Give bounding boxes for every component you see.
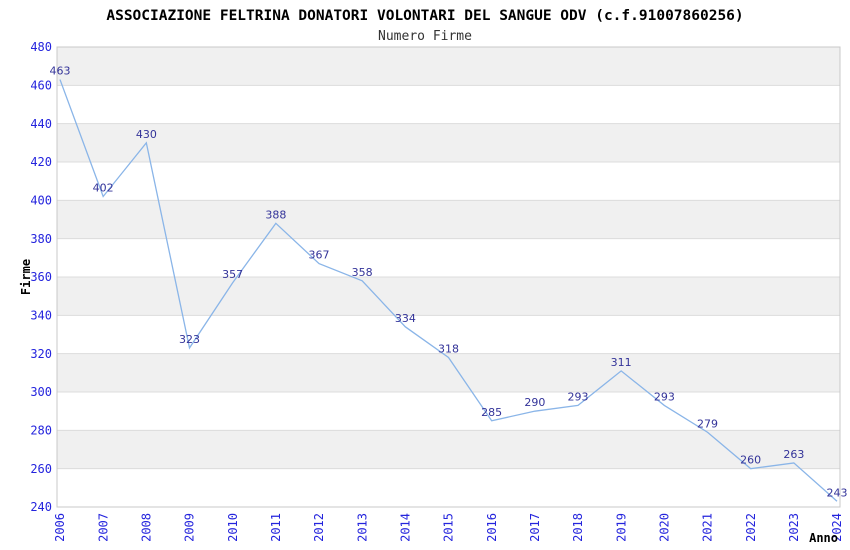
y-tick-label: 300 — [30, 385, 52, 399]
plot-area: 240 260 280 300 320 340 360 380 400 420 440 460 480 2… — [30, 40, 847, 542]
data-point-label: 263 — [783, 448, 804, 461]
data-point-label: 293 — [654, 390, 675, 403]
x-tick-label: 2008 — [140, 513, 154, 542]
data-point-label: 357 — [222, 268, 243, 281]
y-tick-label: 280 — [30, 424, 52, 438]
x-tick-label: 2021 — [701, 513, 715, 542]
x-tick-label: 2014 — [399, 513, 413, 542]
y-tick-label: 480 — [30, 40, 52, 54]
data-point-label: 388 — [265, 208, 286, 221]
plot-band — [57, 162, 840, 201]
data-point-label: 243 — [827, 486, 848, 499]
plot-band — [57, 468, 840, 507]
data-point-label: 318 — [438, 343, 459, 356]
chart-title: ASSOCIAZIONE FELTRINA DONATORI VOLONTARI… — [106, 8, 743, 24]
data-point-label: 290 — [524, 396, 545, 409]
y-tick-label: 320 — [30, 347, 52, 361]
data-point-label: 311 — [611, 356, 632, 369]
plot-band — [57, 353, 840, 392]
x-tick-label: 2006 — [53, 513, 67, 542]
x-tick-label: 2023 — [787, 513, 801, 542]
plot-border — [56, 46, 841, 508]
y-axis-title: Firme — [19, 259, 33, 295]
plot-band — [57, 47, 840, 86]
plot-band — [57, 200, 840, 239]
y-tick-label: 440 — [30, 117, 52, 131]
x-tick-label: 2012 — [312, 513, 326, 542]
x-tick-label: 2022 — [744, 513, 758, 542]
y-tick-label: 260 — [30, 462, 52, 476]
y-tick-label: 460 — [30, 79, 52, 93]
x-tick-label: 2009 — [183, 513, 197, 542]
y-tick-label: 340 — [30, 309, 52, 323]
plot-band — [57, 238, 840, 277]
y-tick-label: 360 — [30, 270, 52, 284]
data-point-label: 367 — [309, 249, 330, 262]
x-tick-label: 2018 — [571, 513, 585, 542]
plot-band — [57, 392, 840, 431]
x-tick-label: 2019 — [614, 513, 628, 542]
data-point-label: 402 — [93, 182, 114, 195]
y-tick-label: 240 — [30, 500, 52, 514]
x-tick-label: 2007 — [96, 513, 110, 542]
x-tick-label: 2011 — [269, 513, 283, 542]
data-point-label: 293 — [568, 390, 589, 403]
plot-band — [57, 277, 840, 316]
data-point-label: 358 — [352, 266, 373, 279]
x-tick-label: 2020 — [658, 513, 672, 542]
y-tick-label: 400 — [30, 194, 52, 208]
y-tick-label: 380 — [30, 232, 52, 246]
plot-band — [57, 430, 840, 469]
x-tick-label: 2016 — [485, 513, 499, 542]
data-point-label: 279 — [697, 417, 718, 430]
plot-band — [57, 315, 840, 354]
x-tick-label: 2010 — [226, 513, 240, 542]
x-tick-label: 2017 — [528, 513, 542, 542]
x-tick-label: 2024 — [830, 513, 844, 542]
data-point-label: 463 — [50, 65, 71, 78]
data-point-label: 334 — [395, 312, 416, 325]
data-point-label: 285 — [481, 406, 502, 419]
data-line — [59, 79, 838, 502]
data-point-label: 260 — [740, 454, 761, 467]
plot-band — [57, 123, 840, 162]
y-tick-label: 420 — [30, 155, 52, 169]
x-tick-label: 2015 — [442, 513, 456, 542]
data-point-label: 323 — [179, 333, 200, 346]
data-point-label: 430 — [136, 128, 157, 141]
x-axis-title: Anno — [809, 531, 838, 545]
x-tick-label: 2013 — [355, 513, 369, 542]
chart-subtitle: Numero Firme — [378, 29, 472, 44]
plot-band — [57, 85, 840, 124]
